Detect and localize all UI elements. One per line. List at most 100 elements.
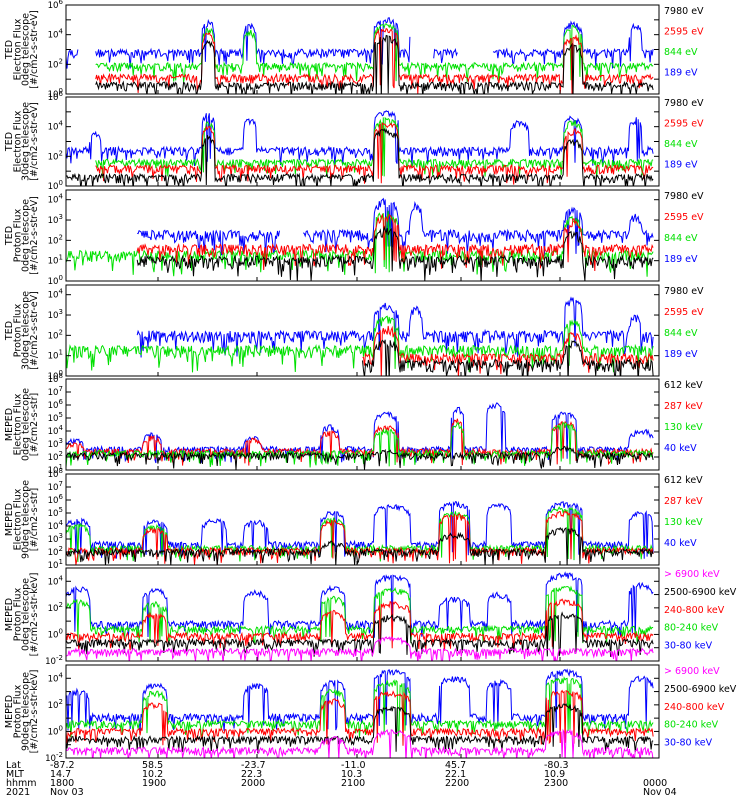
series-group	[66, 296, 654, 376]
legend-label: 7980 eV	[664, 6, 704, 17]
legend-label: 844 eV	[664, 233, 698, 244]
y-axis-label: TED	[4, 132, 15, 152]
legend-label: > 6900 keV	[664, 569, 720, 580]
ytick-label: 103	[48, 308, 63, 321]
legend-label: 2595 eV	[664, 118, 704, 129]
legend-label: 2595 eV	[664, 212, 704, 223]
series-line-blue	[137, 197, 654, 257]
y-axis-label: Electron Flux	[12, 393, 23, 455]
y-axis-label: Proton Flux	[12, 208, 23, 262]
series-line-black	[66, 703, 654, 754]
time-axis-row-label: MLT	[6, 769, 24, 780]
time-axis-value: 2000	[241, 778, 265, 789]
legend-label: 30-80 keV	[664, 738, 713, 749]
series-line-red	[66, 598, 654, 651]
ytick-label: 102	[48, 450, 63, 463]
ytick-label: 103	[48, 213, 63, 226]
series-line-green	[95, 23, 654, 83]
ytick-label: 10-2	[45, 751, 63, 764]
ytick-label: 102	[48, 233, 63, 246]
y-axis-label: Proton Flux	[12, 684, 23, 738]
legend-label: 287 keV	[664, 401, 703, 412]
legend-label: 7980 eV	[664, 191, 704, 202]
ytick-label: 106	[48, 398, 64, 411]
legend-label: 80-240 keV	[664, 623, 719, 634]
time-axis-value: -80.3	[544, 760, 569, 771]
series-line-green	[66, 585, 654, 644]
legend-label: 30-80 keV	[664, 641, 713, 652]
ytick-label: 101	[48, 349, 63, 362]
panel-frame	[65, 378, 660, 471]
time-axis-value: 0000	[643, 778, 667, 789]
time-axis-value: 1900	[142, 778, 166, 789]
ytick-label: 104	[48, 671, 64, 684]
time-axis-row-label: 2021	[6, 787, 30, 798]
legend-label: 844 eV	[664, 47, 698, 58]
y-axis-label: 30deg telescope	[21, 291, 32, 370]
time-axis-value: -23.7	[241, 760, 266, 771]
y-axis-label: 0deg telescope	[21, 13, 32, 86]
y-axis-label: [#/cm2-s-str-eV]	[29, 196, 40, 275]
time-axis-value: 10.3	[341, 769, 362, 780]
ytick-label: 103	[48, 437, 63, 450]
ytick-label: 101	[48, 254, 63, 267]
ytick-label: 102	[48, 149, 63, 162]
y-axis-label: [#/cm2-s-str]	[29, 488, 40, 551]
ytick-label: 105	[48, 506, 63, 519]
ytick-label: 106	[48, 493, 64, 506]
y-axis-label: 0deg telescope	[21, 578, 32, 651]
ytick-label: 106	[48, 90, 64, 103]
series-line-blue	[66, 500, 654, 559]
legend-label: 40 keV	[664, 538, 697, 549]
series-line-red	[95, 121, 654, 185]
y-axis-label: Electron Flux	[12, 18, 23, 80]
legend-label: 2500-6900 keV	[664, 587, 737, 598]
legend-label: 612 keV	[664, 380, 703, 391]
series-line-black	[362, 339, 654, 376]
y-axis-label: TED	[4, 321, 15, 341]
ytick-label: 100	[48, 724, 63, 737]
ytick-label: 10-2	[45, 654, 63, 667]
ytick-label: 100	[48, 274, 63, 287]
y-axis-label: TED	[4, 40, 15, 60]
y-axis-label: MEPED	[4, 598, 15, 631]
series-line-black	[66, 128, 654, 186]
y-axis-label: 30deg telescope	[21, 102, 32, 181]
y-axis-label: [#/cm2-s-str-eV]	[29, 10, 40, 89]
ytick-label: 102	[48, 57, 63, 70]
legend-label: 240-800 keV	[664, 605, 725, 616]
legend-label: 189 eV	[664, 349, 698, 360]
panel-frame	[65, 567, 660, 662]
series-line-green	[95, 116, 654, 179]
time-axis-value: -11.0	[341, 760, 366, 771]
y-axis-label: [#/cm2-s-str-eV]	[29, 102, 40, 181]
legend-label: 2500-6900 keV	[664, 684, 737, 695]
y-axis-label: Electron Flux	[12, 488, 23, 550]
legend-label: 844 eV	[664, 139, 698, 150]
time-axis-value: Nov 03	[50, 787, 84, 798]
time-axis-value: 2100	[341, 778, 365, 789]
legend-label: 189 eV	[664, 159, 698, 170]
panel-frame	[65, 284, 660, 377]
time-axis-value: 2200	[445, 778, 469, 789]
panel-frame	[65, 473, 660, 566]
legend-label: 7980 eV	[664, 286, 704, 297]
ytick-label: 104	[48, 120, 64, 133]
legend-label: 130 keV	[664, 517, 703, 528]
time-axis-row-label: Lat	[6, 760, 21, 771]
series-line-black	[66, 526, 654, 565]
panel-frame	[65, 664, 660, 759]
ytick-label: 100	[48, 87, 63, 100]
ytick-label: 104	[48, 28, 64, 41]
legend-label: 2595 eV	[664, 26, 704, 37]
legend-label: 189 eV	[664, 67, 698, 78]
ytick-label: 102	[48, 545, 63, 558]
time-axis-value: 45.7	[445, 760, 466, 771]
ytick-label: 104	[48, 193, 64, 206]
ytick-label: 108	[48, 467, 63, 480]
